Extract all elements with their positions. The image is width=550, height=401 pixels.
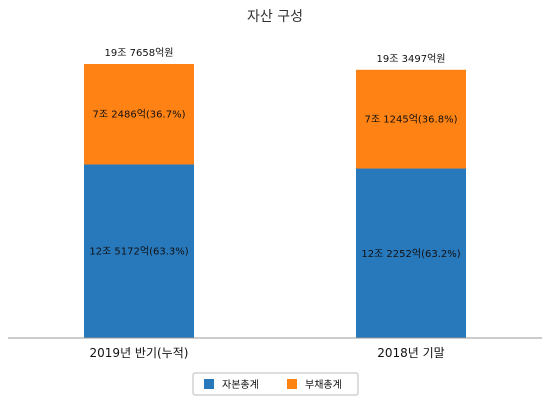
- segment-label-liabilities-1: 7조 1245억(36.8%): [365, 114, 458, 126]
- total-label-0: 19조 7658억원: [105, 47, 174, 59]
- bar-liabilities-0[interactable]: [84, 64, 194, 165]
- plot-area: 12조 5172억(63.3%) 7조 2486억(36.7%) 19조 7658억…: [84, 47, 466, 338]
- legend-swatch-liabilities[interactable]: [287, 379, 297, 389]
- category-label-1: 2018년 기말: [377, 346, 444, 360]
- bar-equity-1[interactable]: [356, 168, 466, 338]
- legend-label-liabilities[interactable]: 부채총계: [305, 379, 342, 391]
- legend-label-equity[interactable]: 자본총계: [222, 379, 259, 391]
- total-label-1: 19조 3497억원: [377, 53, 446, 65]
- legend[interactable]: 자본총계 부채총계: [192, 372, 359, 396]
- category-label-0: 2019년 반기(누적): [90, 346, 189, 360]
- bar-equity-0[interactable]: [84, 164, 194, 338]
- segment-label-equity-0: 12조 5172억(63.3%): [89, 246, 188, 258]
- bar-liabilities-1[interactable]: [356, 69, 466, 169]
- segment-label-equity-1: 12조 2252억(63.2%): [361, 248, 460, 260]
- chart-title: 자산 구성: [247, 9, 303, 25]
- category-labels: 2019년 반기(누적) 2018년 기말: [90, 346, 445, 360]
- segment-label-liabilities-0: 7조 2486억(36.7%): [93, 109, 186, 121]
- legend-swatch-equity[interactable]: [204, 379, 214, 389]
- legend-box: [192, 372, 359, 396]
